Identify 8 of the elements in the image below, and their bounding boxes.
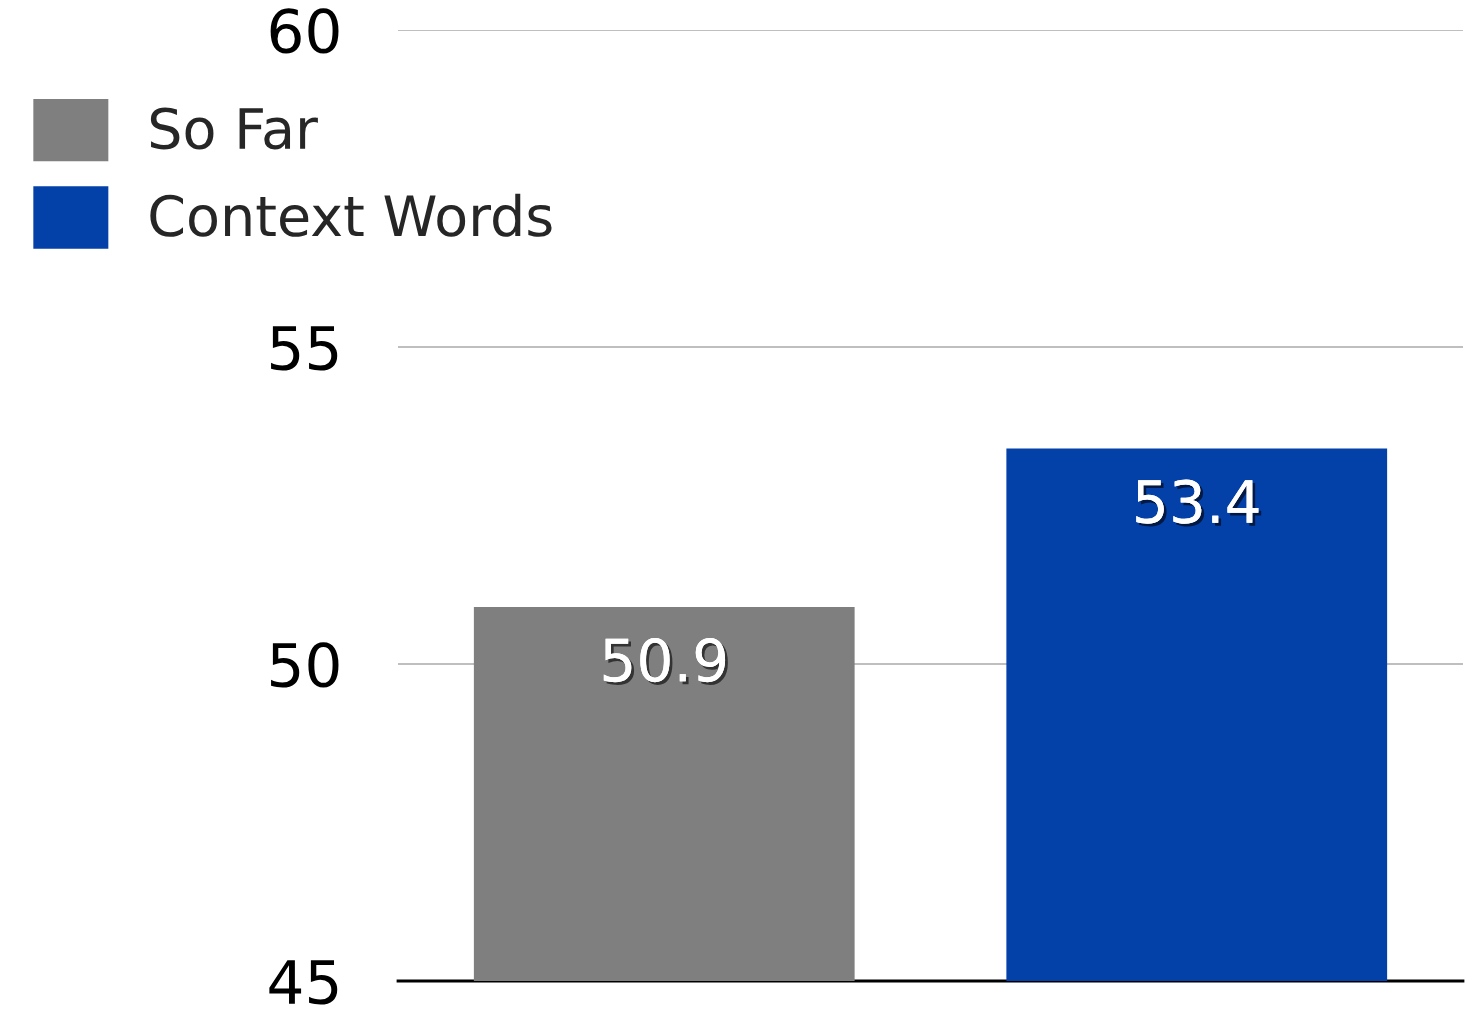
y-tick-label: 50 [271,642,339,688]
y-tick-label: 45 [269,960,338,1005]
y-tick-label: 60 [270,8,339,54]
data-label: 53.4 [1136,479,1262,527]
y-tick-label: 55 [271,326,338,371]
legend-label: So Far [150,107,318,150]
legend-label: Context Words [150,193,552,237]
data-label: 50.9 [603,638,728,685]
